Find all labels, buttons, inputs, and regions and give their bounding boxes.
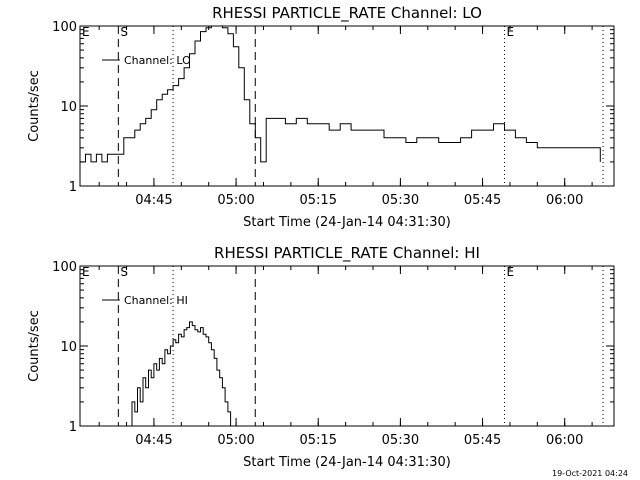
x-tick-label: 04:45 — [135, 433, 172, 448]
marker-label: S — [120, 265, 128, 279]
plot-frame — [79, 25, 615, 187]
series-line — [129, 321, 232, 427]
legend-label: Channel: HI — [124, 294, 188, 307]
marker-label: E — [82, 265, 90, 279]
marker-label: S — [120, 25, 128, 39]
chart-panel-lo: RHESSI PARTICLE_RATE Channel: LO 1 10 100 Co… — [27, 4, 615, 230]
y-axis-label: Counts/sec — [27, 70, 42, 142]
x-tick-label: 05:00 — [217, 193, 254, 208]
chart-title: RHESSI PARTICLE_RATE Channel: HI — [214, 244, 480, 263]
x-axis-label: Start Time (24-Jan-14 04:31:30) — [243, 215, 451, 230]
x-tick-label: 06:00 — [546, 193, 583, 208]
chart-title: RHESSI PARTICLE_RATE Channel: LO — [212, 4, 482, 23]
marker-label: E — [82, 25, 90, 39]
x-tick-label: 05:30 — [382, 433, 419, 448]
y-tick-label: 100 — [52, 20, 77, 35]
x-tick-label: 05:15 — [300, 433, 337, 448]
y-tick-label: 100 — [52, 260, 77, 275]
x-tick-label: 05:30 — [382, 193, 419, 208]
chart-panel-hi: RHESSI PARTICLE_RATE Channel: HI 1 10 100 Co… — [27, 244, 615, 470]
marker-label: E — [506, 265, 514, 279]
y-tick-label: 10 — [60, 340, 77, 355]
x-tick-label: 05:45 — [464, 193, 501, 208]
x-tick-label: 06:00 — [546, 433, 583, 448]
legend-label: Channel: LO — [124, 54, 191, 67]
x-axis-label: Start Time (24-Jan-14 04:31:30) — [243, 455, 451, 470]
marker-label: E — [506, 25, 514, 39]
y-tick-label: 10 — [60, 100, 77, 115]
x-tick-label: 04:45 — [135, 193, 172, 208]
footer-timestamp: 19-Oct-2021 04:24 — [552, 469, 628, 478]
y-tick-label: 1 — [69, 420, 77, 435]
x-tick-label: 05:00 — [217, 433, 254, 448]
x-tick-label: 05:45 — [464, 433, 501, 448]
y-axis-label: Counts/sec — [27, 310, 42, 382]
x-tick-label: 05:15 — [300, 193, 337, 208]
y-tick-label: 1 — [69, 180, 77, 195]
series-line — [80, 25, 601, 163]
plot-frame — [79, 265, 615, 427]
